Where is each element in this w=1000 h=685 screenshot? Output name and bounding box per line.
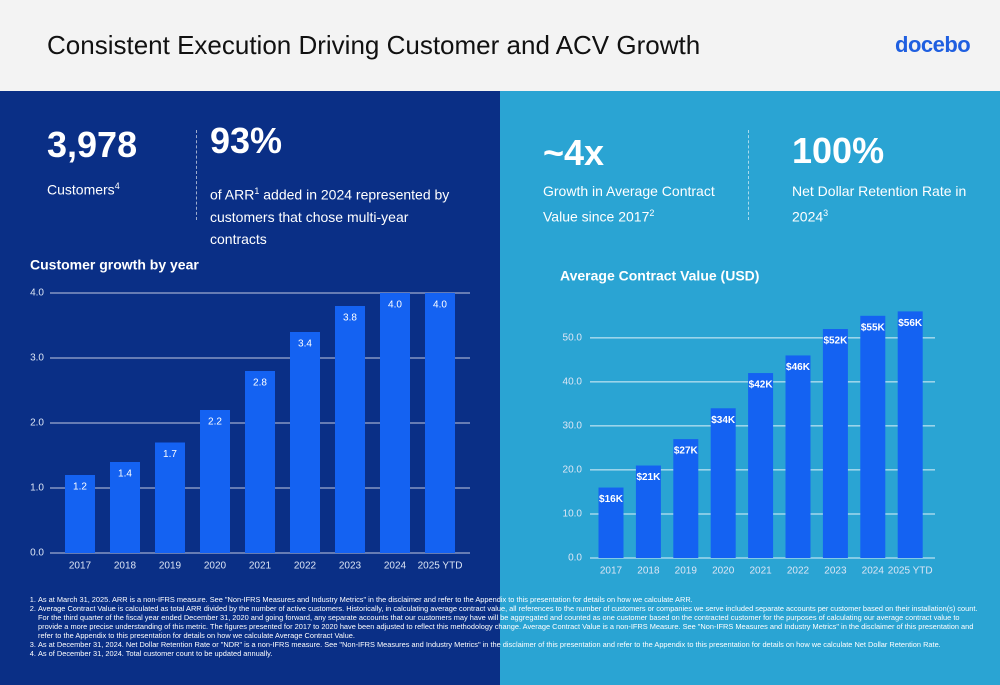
kpi-text: Customers4 (47, 175, 120, 201)
data-label: $27K (674, 446, 699, 457)
data-label: $52K (823, 336, 848, 347)
x-tick-label: 2024 (384, 561, 407, 572)
y-tick-label: 4.0 (30, 288, 44, 299)
data-label: 4.0 (388, 300, 402, 311)
logo: docebo (895, 32, 971, 57)
data-label: $46K (786, 362, 811, 373)
data-label: 2.2 (208, 417, 222, 428)
x-tick-label: 2017 (69, 561, 92, 572)
data-label: 4.0 (433, 300, 447, 311)
bar (335, 306, 365, 553)
footnote-ref: 3 (823, 208, 829, 218)
x-tick-label: 2019 (159, 561, 182, 572)
header (0, 0, 1000, 91)
bar (748, 373, 774, 558)
y-tick-label: 0.0 (568, 553, 582, 564)
bar (380, 293, 410, 553)
bar (822, 329, 848, 558)
x-tick-label: 2024 (862, 566, 885, 577)
footnotes: As at March 31, 2025. ARR is a non-IFRS … (22, 595, 978, 658)
footnote-ref: 2 (649, 208, 655, 218)
kpi-text: Net Dollar Retention Rate in 20243 (792, 180, 972, 228)
kpi-value: ~4x (543, 132, 605, 173)
data-label: $55K (861, 322, 886, 333)
bar (860, 315, 886, 558)
x-tick-label: 2025 YTD (888, 566, 933, 577)
bar (897, 311, 923, 558)
divider (196, 130, 197, 220)
footnote-ref: 4 (114, 181, 120, 191)
y-tick-label: 20.0 (563, 465, 583, 476)
bar (673, 439, 699, 558)
bar (155, 442, 185, 553)
x-tick-label: 2021 (749, 566, 772, 577)
footnote: Average Contract Value is calculated as … (38, 604, 978, 640)
bar (598, 487, 624, 558)
x-tick-label: 2020 (712, 566, 735, 577)
y-tick-label: 1.0 (30, 483, 44, 494)
kpi-label: of ARR (210, 186, 255, 203)
kpi-label: added in 2024 represented by customers t… (210, 186, 450, 247)
data-label: $34K (711, 415, 736, 426)
bar (635, 465, 661, 558)
bar (245, 371, 275, 553)
data-label: 2.8 (253, 378, 267, 389)
y-tick-label: 0.0 (30, 548, 44, 559)
x-tick-label: 2022 (787, 566, 810, 577)
data-label: $42K (749, 380, 774, 391)
data-label: $16K (599, 494, 624, 505)
kpi-text: Growth in Average Contract Value since 2… (543, 180, 728, 228)
bar (65, 475, 95, 553)
page-title: Consistent Execution Driving Customer an… (47, 30, 701, 60)
bar (785, 355, 811, 558)
y-tick-label: 10.0 (563, 509, 583, 520)
data-label: $56K (898, 318, 923, 329)
y-tick-label: 2.0 (30, 418, 44, 429)
bar (110, 462, 140, 553)
y-tick-label: 30.0 (563, 421, 583, 432)
x-tick-label: 2022 (294, 561, 317, 572)
data-label: 3.8 (343, 313, 357, 324)
bar (710, 408, 736, 558)
data-label: 1.2 (73, 482, 87, 493)
y-tick-label: 3.0 (30, 353, 44, 364)
x-tick-label: 2017 (600, 566, 623, 577)
x-tick-label: 2023 (824, 566, 847, 577)
bar (200, 410, 230, 553)
bar (290, 332, 320, 553)
data-label: $21K (636, 472, 661, 483)
y-tick-label: 50.0 (563, 332, 583, 343)
bar (425, 293, 455, 553)
kpi-label: Growth in Average Contract Value since 2… (543, 183, 715, 225)
kpi-value: 100% (792, 130, 885, 171)
y-tick-label: 40.0 (563, 377, 583, 388)
x-tick-label: 2018 (114, 561, 137, 572)
x-tick-label: 2021 (249, 561, 272, 572)
kpi-value: 3,978 (47, 124, 138, 165)
chart-title: Customer growth by year (30, 257, 199, 273)
data-label: 1.4 (118, 469, 132, 480)
data-label: 1.7 (163, 449, 177, 460)
x-tick-label: 2019 (675, 566, 698, 577)
kpi-label: Net Dollar Retention Rate in 2024 (792, 183, 967, 225)
kpi-label: Customers (47, 181, 115, 198)
x-tick-label: 2025 YTD (418, 561, 463, 572)
data-label: 3.4 (298, 339, 312, 350)
x-tick-label: 2023 (339, 561, 362, 572)
footnote: As at December 31, 2024. Net Dollar Rete… (38, 640, 978, 649)
footnote: As at March 31, 2025. ARR is a non-IFRS … (38, 595, 978, 604)
kpi-value: 93% (210, 120, 283, 161)
divider (748, 130, 749, 220)
footnote: As of December 31, 2024. Total customer … (38, 649, 978, 658)
x-tick-label: 2018 (637, 566, 660, 577)
footnote-ref: 1 (254, 186, 260, 196)
x-tick-label: 2020 (204, 561, 227, 572)
chart-title: Average Contract Value (USD) (560, 268, 759, 284)
kpi-text: of ARR1 added in 2024 represented by cus… (210, 180, 465, 250)
